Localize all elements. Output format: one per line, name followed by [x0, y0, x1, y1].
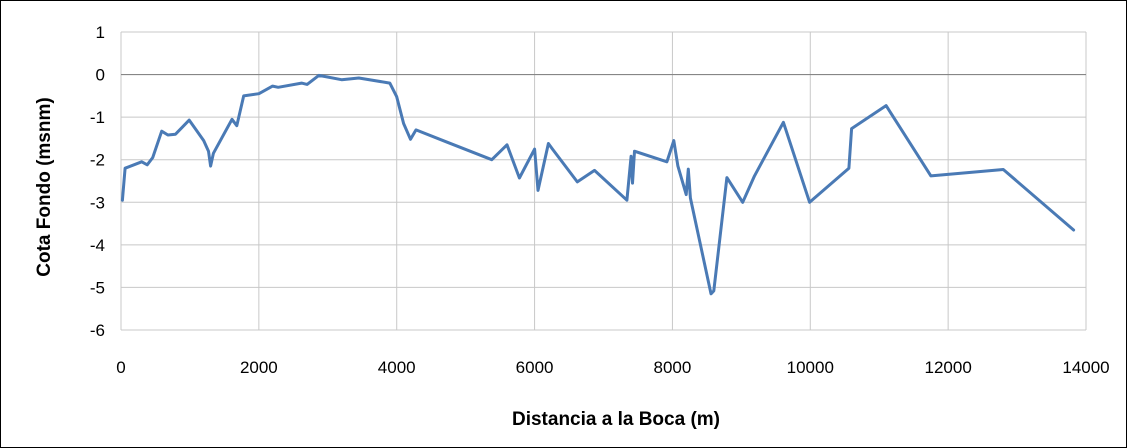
x-axis-title: Distancia a la Boca (m) — [512, 409, 720, 430]
y-tick-label: -5 — [90, 278, 105, 297]
series-line — [120, 73, 1076, 296]
y-tick-labels: 1 0 -1 -2 -3 -4 -5 -6 — [90, 23, 105, 340]
x-tick-label: 2000 — [240, 358, 278, 377]
horizontal-gridlines — [121, 31, 1086, 331]
y-axis-title: Cota Fondo (msnm) — [34, 97, 55, 276]
x-tick-label: 4000 — [378, 358, 416, 377]
x-tick-label: 8000 — [654, 358, 692, 377]
x-tick-label: 6000 — [516, 358, 554, 377]
y-tick-label: -3 — [90, 193, 105, 212]
x-tick-label: 10000 — [787, 358, 834, 377]
x-tick-label: 14000 — [1062, 358, 1109, 377]
x-tick-label: 0 — [116, 358, 125, 377]
y-tick-label: -6 — [90, 321, 105, 340]
x-tick-labels: 0 2000 4000 6000 8000 10000 12000 14000 — [116, 358, 1109, 377]
y-tick-label: -1 — [90, 108, 105, 127]
series-layer — [120, 73, 1076, 296]
y-tick-label: -2 — [90, 151, 105, 170]
vertical-gridlines — [120, 32, 1087, 330]
x-tick-label: 12000 — [925, 358, 972, 377]
y-tick-label: -4 — [90, 236, 105, 255]
y-tick-label: 1 — [96, 23, 105, 42]
y-tick-label: 0 — [96, 66, 105, 85]
